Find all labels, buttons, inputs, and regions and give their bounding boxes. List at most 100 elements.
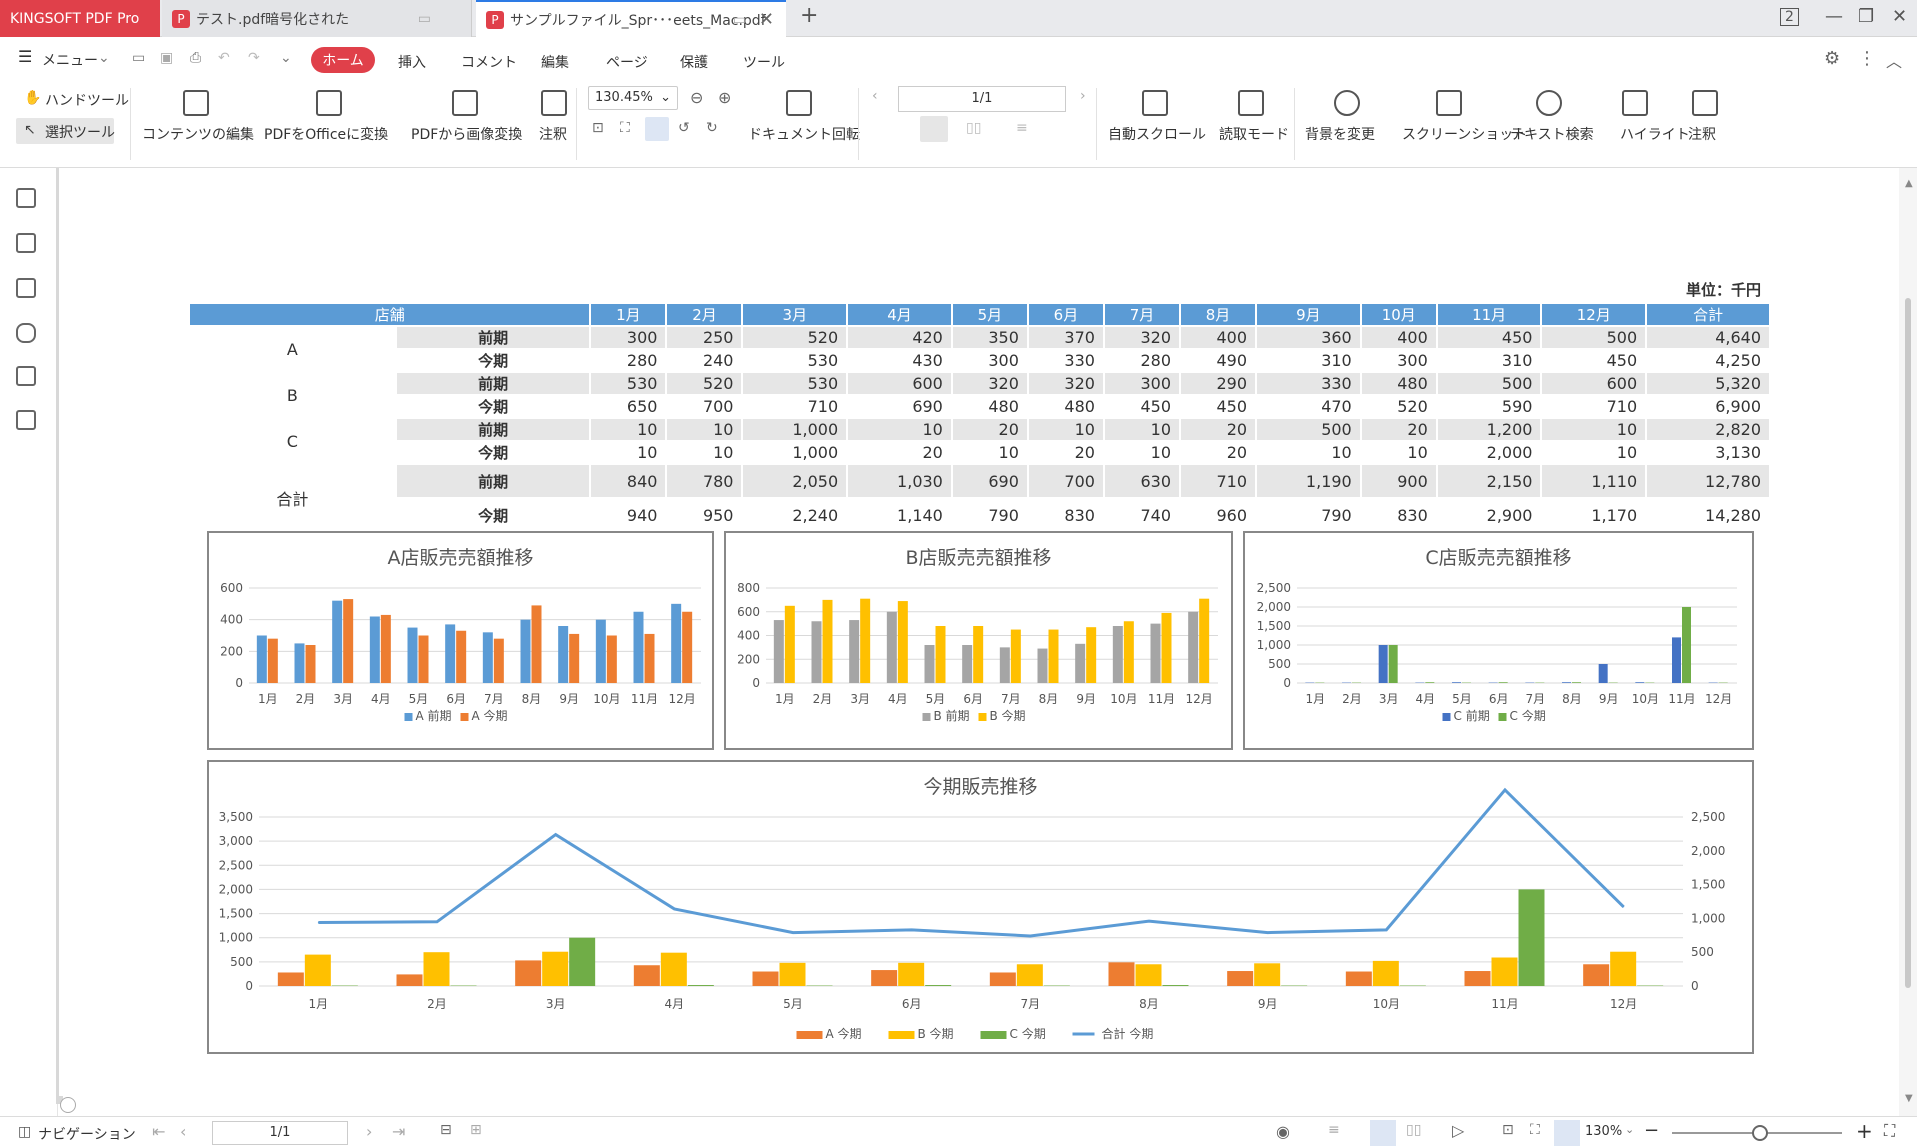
- fit-width-icon[interactable]: [645, 117, 669, 141]
- new-tab-icon[interactable]: +: [800, 3, 819, 28]
- single-page-icon[interactable]: [920, 116, 948, 142]
- tab-sample-pdf[interactable]: P サンプルファイル_Spr･･･eets_Mac.pdf ▭ ✕: [476, 0, 786, 37]
- auto-scroll-button[interactable]: 自動スクロール: [1108, 127, 1206, 143]
- chevron-down-icon[interactable]: ⌄: [1625, 1123, 1635, 1136]
- next-page-icon[interactable]: ›: [1080, 88, 1086, 104]
- scroll-up-icon[interactable]: ▲: [1905, 178, 1913, 189]
- eye-icon[interactable]: ◉: [1276, 1122, 1290, 1141]
- scroll-thumb[interactable]: [1905, 298, 1911, 988]
- highlight-button[interactable]: ハイライト: [1620, 127, 1690, 143]
- scroll-down-icon[interactable]: ▼: [1905, 1093, 1913, 1104]
- chevron-down-icon[interactable]: ⌄: [98, 50, 110, 66]
- last-page-icon[interactable]: ⇥: [392, 1122, 406, 1141]
- close-tab-icon[interactable]: ✕: [758, 9, 774, 30]
- rotate-left-icon[interactable]: ↺: [678, 120, 690, 136]
- signature-icon[interactable]: [16, 366, 36, 386]
- zoom-out-icon[interactable]: −: [1644, 1120, 1660, 1141]
- select-tool-button[interactable]: 選択ツール: [45, 125, 115, 141]
- menu-button[interactable]: メニュー: [42, 53, 98, 69]
- read-mode-button[interactable]: 読取モード: [1219, 127, 1289, 143]
- page-input[interactable]: 1/1: [898, 86, 1066, 112]
- zoom-out-icon[interactable]: ⊖: [690, 88, 704, 107]
- open-folder-icon[interactable]: ▭: [132, 50, 146, 66]
- hamburger-icon[interactable]: ☰: [18, 47, 33, 66]
- two-page-icon[interactable]: ▯▯: [966, 120, 982, 136]
- fit-page-icon[interactable]: ⛶: [620, 120, 630, 136]
- pdf-to-office-button[interactable]: PDFをOfficeに変換: [264, 127, 389, 143]
- two-page-icon[interactable]: ▯▯: [1406, 1122, 1422, 1138]
- status-page-input[interactable]: 1/1: [212, 1121, 348, 1145]
- tab-comment[interactable]: コメント: [461, 55, 517, 71]
- monitor-icon[interactable]: ▭: [732, 11, 746, 28]
- fullscreen-icon[interactable]: ⛶: [1884, 1121, 1896, 1140]
- vertical-scrollbar[interactable]: ▲ ▼: [1899, 168, 1917, 1116]
- more-icon[interactable]: ⋮: [1858, 48, 1876, 69]
- note-button[interactable]: 注釈: [539, 127, 567, 143]
- period-cell: 前期: [394, 371, 592, 396]
- monitor-icon[interactable]: ▭: [417, 10, 431, 27]
- value-cell: 1,000: [741, 417, 849, 442]
- continuous-icon[interactable]: ≡: [1328, 1122, 1340, 1138]
- quick-access-icon[interactable]: ⌄: [280, 50, 292, 66]
- change-background-button[interactable]: 背景を変更: [1305, 127, 1375, 143]
- zoom-select[interactable]: 130.45% ⌄: [588, 86, 678, 110]
- comment-icon[interactable]: [16, 278, 36, 298]
- tab-edit[interactable]: 編集: [541, 55, 569, 71]
- prev-page-icon[interactable]: ‹: [872, 88, 878, 104]
- zoom-slider-thumb[interactable]: [1752, 1125, 1768, 1141]
- continuous-icon[interactable]: ≡: [1016, 120, 1028, 136]
- pdf-to-image-button[interactable]: PDFから画像変換: [411, 127, 523, 143]
- tab-insert[interactable]: 挿入: [398, 55, 426, 71]
- collapse-ribbon-icon[interactable]: ︿: [1886, 52, 1903, 71]
- zoom-in-icon[interactable]: +: [1856, 1119, 1873, 1143]
- prev-view-icon[interactable]: ⊟: [440, 1122, 452, 1138]
- prev-page-icon[interactable]: ‹: [180, 1122, 187, 1141]
- tab-protect[interactable]: 保護: [680, 55, 708, 71]
- tab-test-pdf[interactable]: P テスト.pdf暗号化された ▭: [162, 0, 472, 37]
- status-zoom-value[interactable]: 130%: [1585, 1124, 1623, 1139]
- attachment-icon[interactable]: [16, 323, 36, 343]
- app-brand-tab[interactable]: KINGSOFT PDF Pro: [0, 0, 160, 37]
- next-view-icon[interactable]: ⊞: [470, 1122, 482, 1138]
- fit-width-icon[interactable]: [1554, 1120, 1580, 1146]
- save-icon[interactable]: ▣: [160, 50, 174, 66]
- bar: [1161, 612, 1172, 683]
- navigation-icon[interactable]: ◫: [18, 1124, 32, 1140]
- bar: [1075, 643, 1086, 683]
- actual-size-icon[interactable]: ⊡: [592, 120, 604, 136]
- navigation-button[interactable]: ナビゲーション: [38, 1127, 136, 1143]
- redo-icon[interactable]: ↷: [248, 50, 260, 66]
- next-page-icon[interactable]: ›: [366, 1122, 373, 1141]
- tab-tools[interactable]: ツール: [743, 55, 785, 71]
- zoom-in-icon[interactable]: ⊕: [718, 88, 732, 107]
- screenshot-button[interactable]: スクリーンショット: [1402, 127, 1528, 143]
- single-page-icon[interactable]: [1370, 1120, 1396, 1146]
- form-icon[interactable]: [16, 410, 36, 430]
- window-count-icon[interactable]: 2: [1780, 8, 1799, 26]
- undo-icon[interactable]: ↶: [218, 50, 230, 66]
- hand-tool-button[interactable]: ハンドツール: [45, 93, 129, 109]
- actual-size-icon[interactable]: ⊡: [1502, 1122, 1514, 1138]
- thumbnail-icon[interactable]: [16, 233, 36, 253]
- settings-icon[interactable]: ⚙: [1824, 48, 1841, 69]
- first-page-icon[interactable]: ⇤: [152, 1122, 166, 1141]
- annotation-button[interactable]: 注釈: [1688, 127, 1716, 143]
- value-cell: 10: [1102, 417, 1182, 442]
- close-window-icon[interactable]: ✕: [1892, 6, 1908, 27]
- restore-icon[interactable]: ❐: [1858, 6, 1875, 27]
- rotate-document-button[interactable]: ドキュメント回転: [748, 127, 860, 143]
- tab-page[interactable]: ページ: [606, 55, 648, 71]
- text-search-button[interactable]: テキスト検索: [1510, 127, 1594, 143]
- splitter-handle-icon[interactable]: [60, 1097, 76, 1113]
- play-icon[interactable]: ▷: [1452, 1121, 1465, 1140]
- minimize-icon[interactable]: —: [1825, 6, 1843, 27]
- bookmark-icon[interactable]: [16, 188, 36, 208]
- edit-content-button[interactable]: コンテンツの編集: [142, 127, 254, 143]
- print-icon[interactable]: ⎙: [190, 50, 202, 66]
- sales-table: 店舗 1月 2月 3月 4月 5月 6月 7月 8月 9月 10月 11月 12月 合計 A 前期 300 25…: [187, 302, 1771, 533]
- bar: [898, 962, 925, 986]
- line-point: [436, 921, 438, 923]
- tab-home[interactable]: ホーム: [311, 47, 375, 73]
- rotate-right-icon[interactable]: ↻: [706, 120, 718, 136]
- fit-page-icon[interactable]: ⛶: [1530, 1122, 1540, 1138]
